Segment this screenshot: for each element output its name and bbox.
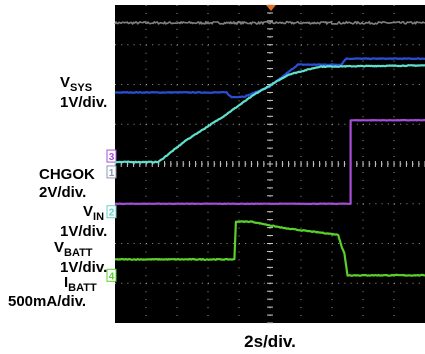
marker-ch1 — [106, 165, 117, 179]
marker-ch3 — [106, 149, 117, 163]
traces — [114, 20, 425, 277]
chgok-scale-label: 2V/div. — [39, 184, 86, 201]
channel-markers: 3 1 2 4 — [106, 149, 117, 282]
marker-ch2-label: 2 — [109, 208, 115, 219]
trace-chgok — [114, 118, 425, 205]
vsys-label: VSYS — [60, 74, 92, 94]
marker-ch3-label: 3 — [109, 152, 115, 163]
marker-ch4-label: 4 — [109, 271, 115, 282]
trace-ch2_top — [114, 20, 425, 25]
marker-ch2 — [106, 205, 117, 219]
chgok-label: CHGOK — [39, 166, 95, 183]
marker-ch4 — [106, 268, 117, 282]
ibatt-scale-label: 500mA/div. — [8, 293, 86, 310]
trigger-position-marker — [266, 5, 276, 11]
graticule — [114, 4, 425, 324]
trace-vbatt — [114, 64, 425, 164]
marker-ch1-label: 1 — [109, 168, 115, 179]
vbatt-scale-label: 1V/div. — [60, 259, 107, 276]
vin-scale-label: 1V/div. — [60, 223, 107, 240]
vsys-scale-label: 1V/div. — [60, 94, 107, 111]
vbatt-label: VBATT — [54, 239, 93, 259]
ibatt-label: IBATT — [64, 274, 97, 294]
x-axis-label: 2s/div. — [244, 332, 296, 351]
vin-label: VIN — [83, 203, 104, 223]
trace-ibatt — [114, 220, 425, 277]
